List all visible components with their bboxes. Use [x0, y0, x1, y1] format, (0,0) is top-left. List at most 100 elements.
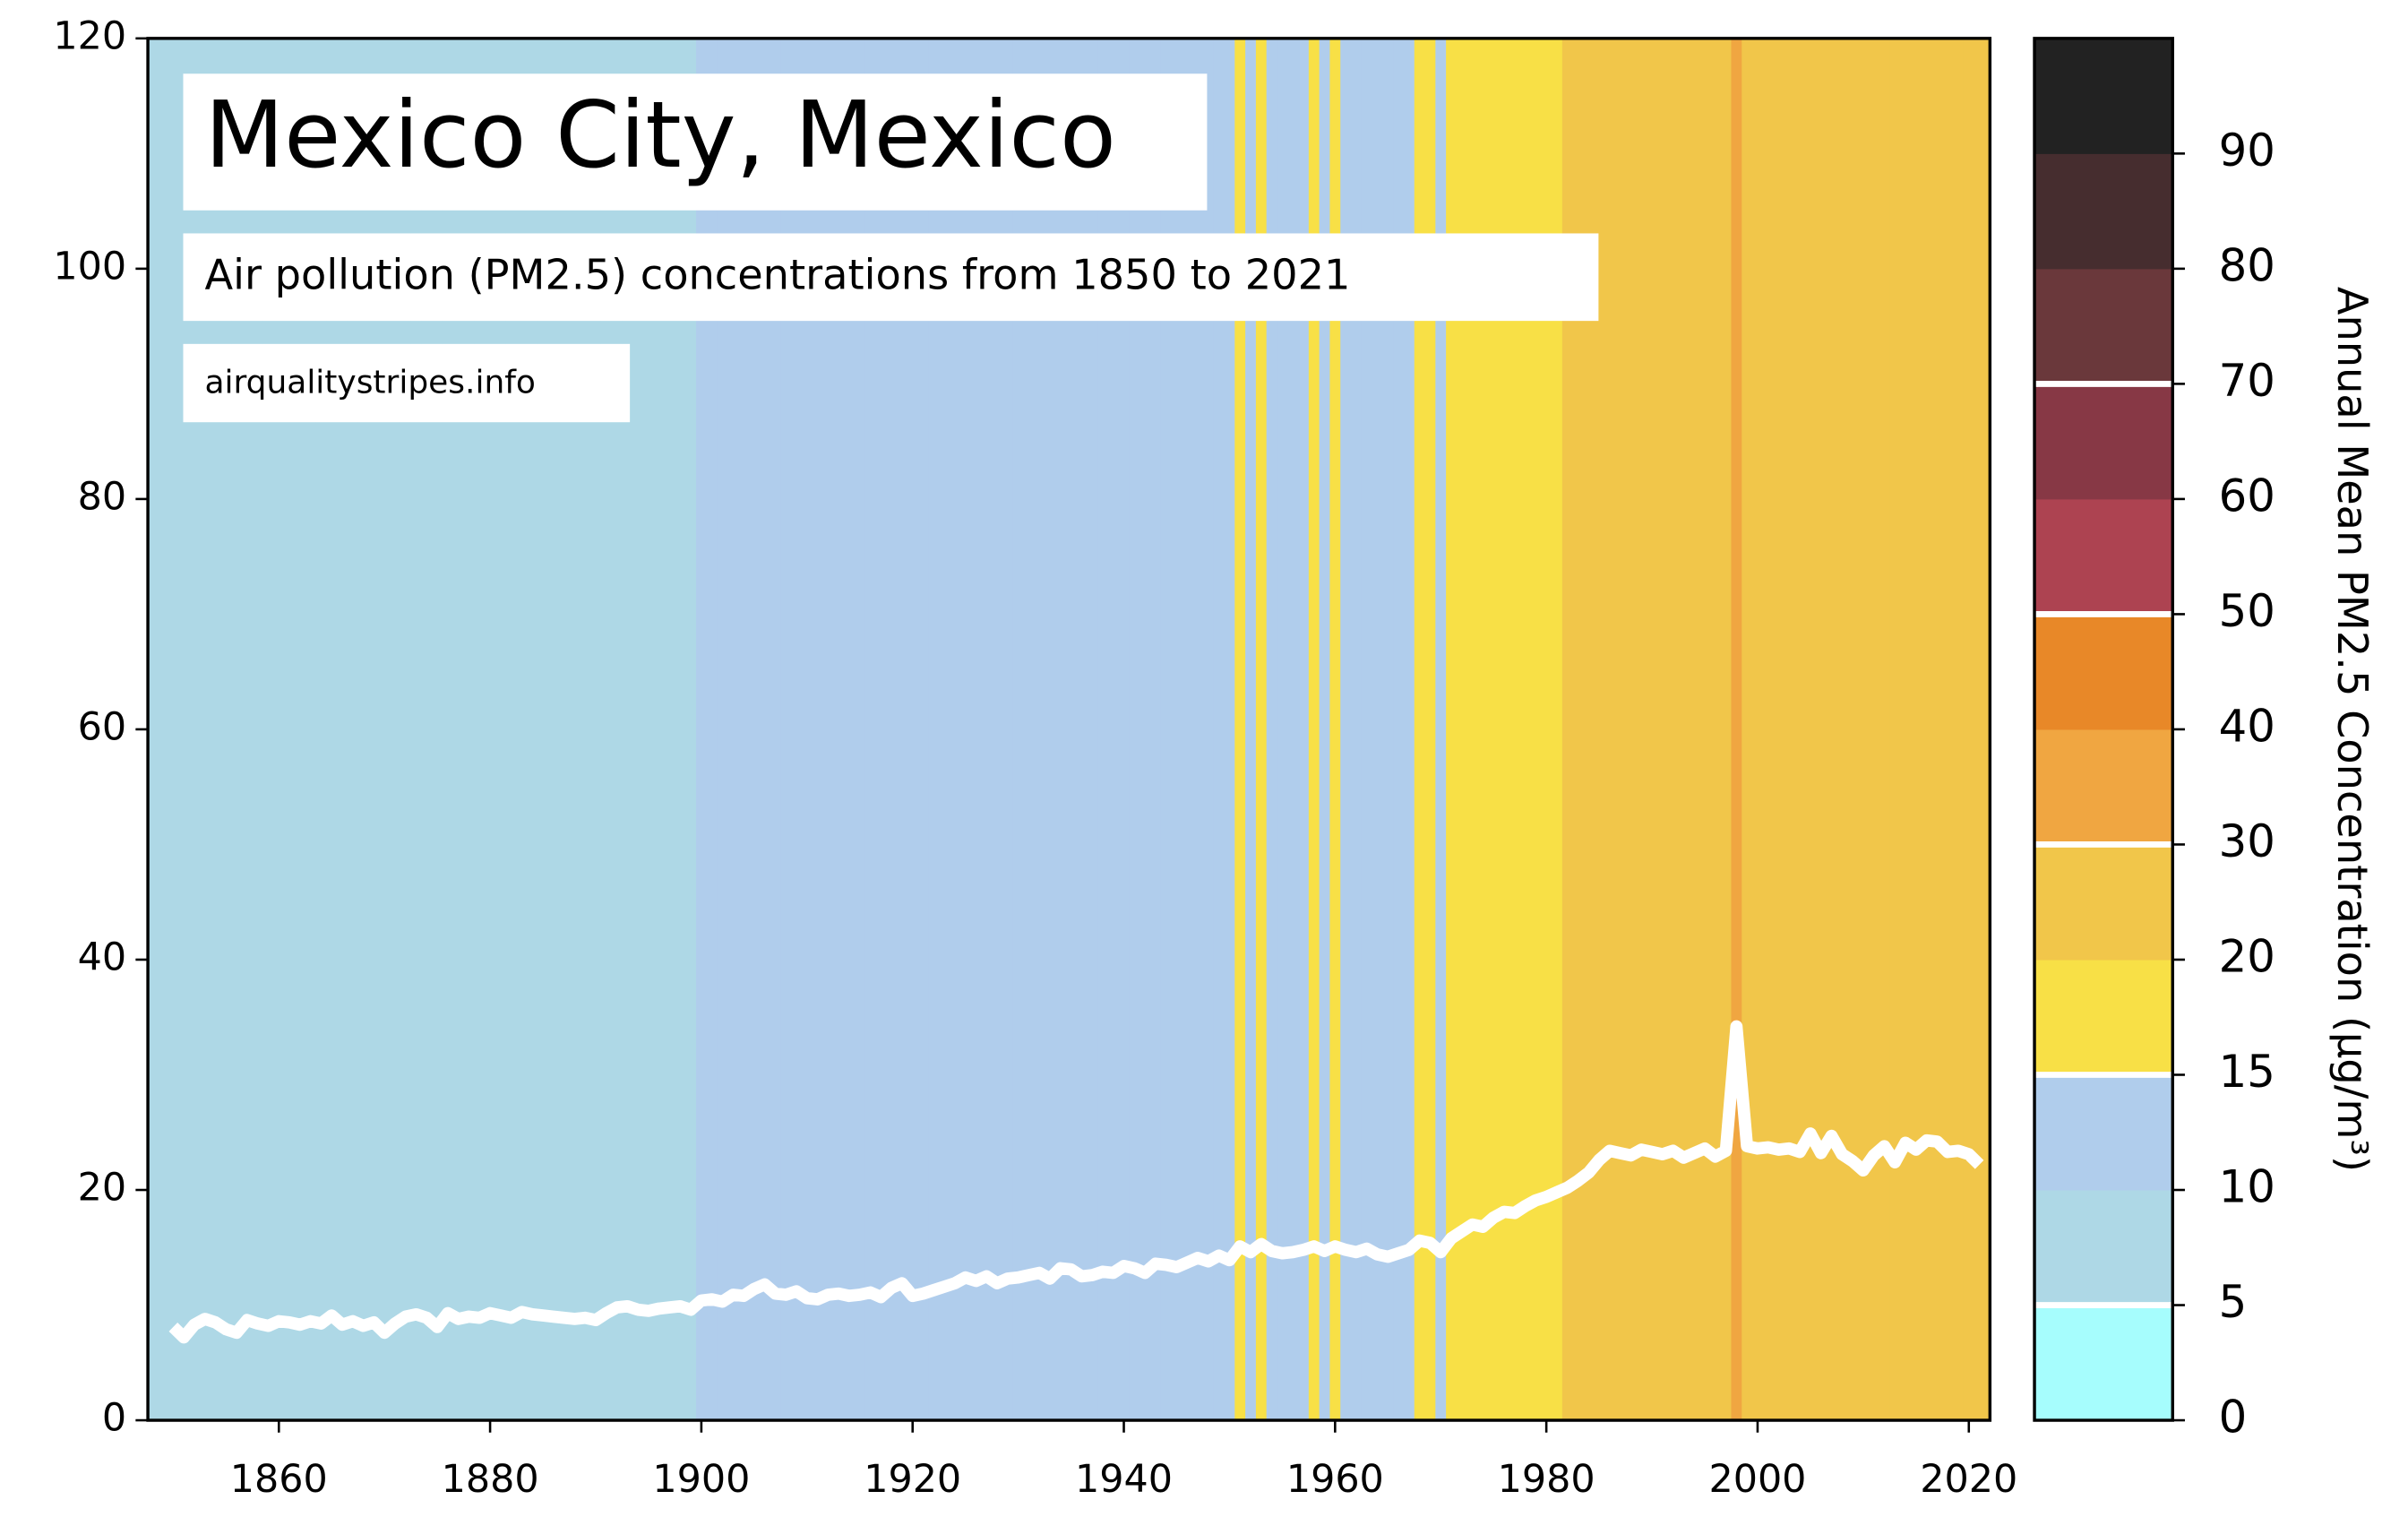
stripe	[1614, 38, 1627, 1421]
y-tick-label: 120	[53, 13, 126, 58]
colorbar-tick-label: 50	[2219, 585, 2275, 637]
stripe	[1054, 38, 1067, 1421]
y-tick-label: 40	[78, 935, 127, 979]
stripe	[992, 38, 1003, 1421]
stripe	[717, 38, 728, 1421]
chart-title: Mexico City, Mexico	[204, 82, 1115, 189]
stripe	[1974, 38, 1991, 1421]
stripe	[1129, 38, 1140, 1421]
stripe	[1182, 38, 1193, 1421]
stripe	[1488, 38, 1500, 1421]
stripe	[1921, 38, 1933, 1421]
stripe	[897, 38, 908, 1421]
colorbar-tick-label: 5	[2219, 1276, 2248, 1328]
stripe	[854, 38, 866, 1421]
stripe	[1784, 38, 1795, 1421]
colorbar-segment	[2034, 384, 2173, 500]
stripe	[1953, 38, 1965, 1421]
stripe	[1667, 38, 1680, 1421]
stripe	[1709, 38, 1722, 1421]
stripe	[1234, 38, 1246, 1421]
stripe	[695, 38, 708, 1421]
stripe	[1805, 38, 1817, 1421]
stripe	[1942, 38, 1954, 1421]
stripe	[1107, 38, 1120, 1421]
stripe	[1794, 38, 1806, 1421]
x-tick-label: 1980	[1498, 1457, 1595, 1502]
stripe	[1192, 38, 1204, 1421]
stripe	[1393, 38, 1405, 1421]
stripe	[1287, 38, 1299, 1421]
colorbar-segment	[2034, 959, 2173, 1076]
stripe	[981, 38, 993, 1421]
stripe	[1255, 38, 1268, 1421]
stripe	[748, 38, 761, 1421]
colorbar-segment	[2034, 1305, 2173, 1421]
y-tick-label: 0	[102, 1396, 126, 1441]
stripe	[864, 38, 876, 1421]
x-tick-label: 1920	[864, 1457, 961, 1502]
stripe	[1245, 38, 1257, 1421]
stripe	[685, 38, 697, 1421]
stripe	[1889, 38, 1901, 1421]
stripe	[759, 38, 771, 1421]
stripe	[822, 38, 834, 1421]
stripe	[1118, 38, 1130, 1421]
y-tick-label: 100	[53, 244, 126, 289]
stripe	[664, 38, 675, 1421]
stripe	[1213, 38, 1226, 1421]
stripe	[1963, 38, 1975, 1421]
stripe	[1329, 38, 1341, 1421]
stripe	[1065, 38, 1077, 1421]
stripe	[1773, 38, 1784, 1421]
subtitle-box	[183, 233, 1599, 322]
stripe	[1298, 38, 1310, 1421]
colorbar-segment	[2034, 38, 2173, 154]
x-tick-label: 2020	[1920, 1457, 2017, 1502]
stripe	[1034, 38, 1045, 1421]
stripe	[1308, 38, 1320, 1421]
colorbar-segment	[2034, 728, 2173, 845]
stripe	[1012, 38, 1025, 1421]
stripe	[1910, 38, 1922, 1421]
title-box	[183, 73, 1208, 211]
stripe	[1656, 38, 1669, 1421]
stripe	[1424, 38, 1436, 1421]
overlay: Mexico City, Mexico Air pollution (PM2.5…	[183, 73, 1599, 423]
y-tick-label: 20	[78, 1166, 127, 1211]
stripe	[1868, 38, 1880, 1421]
stripe	[1604, 38, 1616, 1421]
y-tick-label: 60	[78, 704, 127, 749]
colorbar-tick-label: 10	[2219, 1161, 2275, 1213]
stripe	[1351, 38, 1363, 1421]
stripe	[1277, 38, 1288, 1421]
stripe	[1372, 38, 1383, 1421]
stripe	[1002, 38, 1014, 1421]
colorbar-segment	[2034, 1190, 2173, 1306]
stripe	[148, 38, 179, 1421]
stripe	[706, 38, 718, 1421]
colorbar-tick-label: 0	[2219, 1392, 2248, 1444]
stripe	[1224, 38, 1235, 1421]
stripe	[653, 38, 666, 1421]
y-tick-label: 80	[78, 474, 127, 519]
stripe	[939, 38, 950, 1421]
stripe	[1076, 38, 1088, 1421]
stripe	[738, 38, 750, 1421]
colorbar-segment	[2034, 614, 2173, 730]
stripe	[643, 38, 655, 1421]
data-line	[168, 1020, 1984, 1344]
source: airqualitystripes.info	[204, 364, 535, 401]
stripe	[875, 38, 887, 1421]
stripe	[1519, 38, 1531, 1421]
stripe	[632, 38, 644, 1421]
stripe	[917, 38, 929, 1421]
stripe	[1561, 38, 1574, 1421]
stripe	[801, 38, 813, 1421]
stripe	[1847, 38, 1859, 1421]
stripe	[1836, 38, 1848, 1421]
stripe	[844, 38, 856, 1421]
x-tick-label: 1960	[1286, 1457, 1384, 1502]
stripe	[1636, 38, 1647, 1421]
